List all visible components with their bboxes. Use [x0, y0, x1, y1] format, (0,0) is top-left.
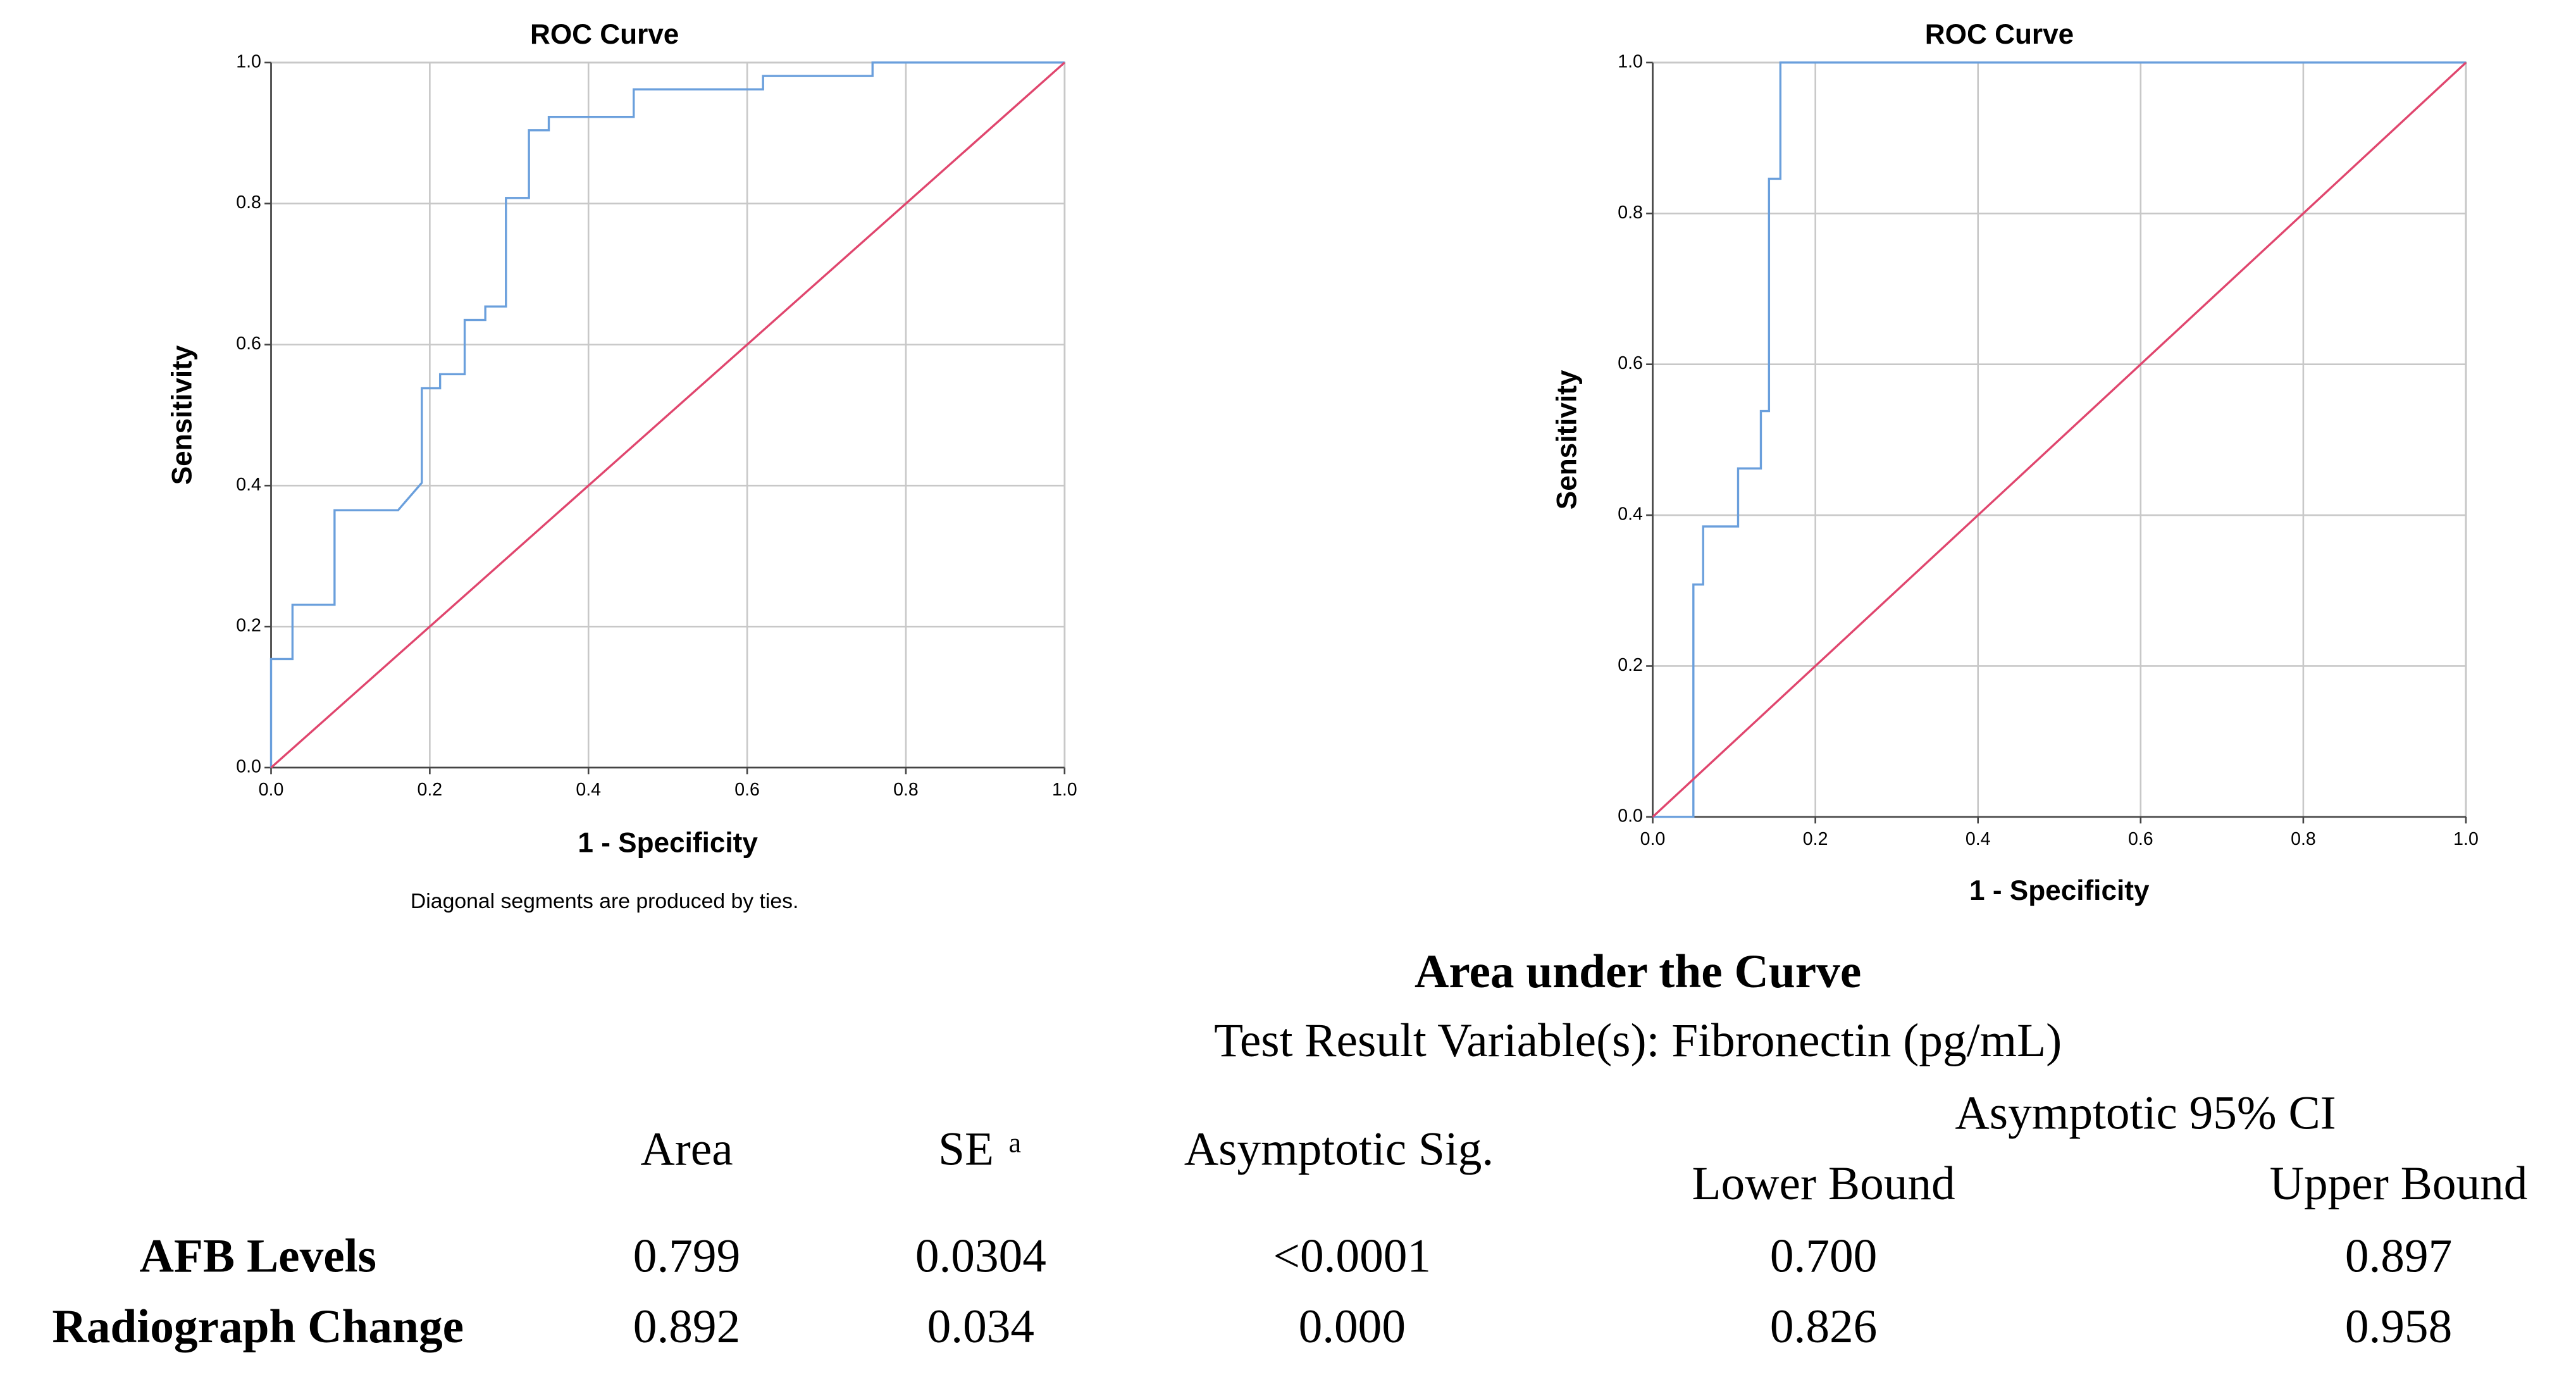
- y-tick-label: 0.8: [1618, 203, 1643, 223]
- x-tick-label: 1.0: [1052, 780, 1077, 800]
- table-cell: <0.0001: [1273, 1230, 1432, 1282]
- y-axis-label: Sensitivity: [1552, 370, 1583, 509]
- table-title: Area under the Curve: [1415, 945, 1861, 998]
- y-tick-label: 0.4: [1618, 504, 1643, 525]
- x-tick-label: 0.2: [1803, 829, 1828, 849]
- x-axis-label: 1 - Specificity: [578, 828, 758, 859]
- column-header: Lower Bound: [1692, 1157, 1955, 1210]
- y-axis-label: Sensitivity: [167, 345, 198, 485]
- roc-line: [269, 61, 1065, 768]
- auc-table: Area under the Curve Test Result Variabl…: [52, 945, 2527, 1353]
- row-label: Radiograph Change: [52, 1300, 464, 1353]
- table-cell: 0.799: [633, 1230, 740, 1282]
- x-tick-label: 0.8: [893, 780, 919, 800]
- x-tick-label: 1.0: [2453, 829, 2479, 849]
- roc-chart: 0.0 0.2 0.4 0.6 0.8 1.0 0.0 0.2 0.4 0.6 0.8 1.0 ROC …: [1552, 19, 2479, 906]
- y-tick-label: 0.0: [1618, 806, 1643, 826]
- annotation: Diagonal segments are produced by ties.: [411, 889, 798, 913]
- x-tick-label: 0.6: [734, 780, 760, 800]
- group-header: Asymptotic 95% CI: [1955, 1087, 2336, 1139]
- table-cell: 0.0304: [915, 1230, 1046, 1282]
- y-tick-label: 0.6: [1618, 353, 1643, 373]
- column-header: Upper Bound: [2270, 1157, 2528, 1210]
- y-tick-label: 0.4: [236, 475, 261, 495]
- column-header: Area: [640, 1123, 733, 1176]
- roc-line: [270, 61, 1065, 769]
- x-tick-label: 0.6: [2128, 829, 2153, 849]
- roc-line: [1652, 61, 2467, 818]
- x-axis-label: 1 - Specificity: [1969, 875, 2150, 906]
- x-tick-label: 0.2: [418, 780, 443, 800]
- y-tick-label: 0.2: [236, 616, 261, 636]
- y-tick-label: 0.2: [1618, 655, 1643, 675]
- x-tick-label: 0.0: [1640, 829, 1666, 849]
- x-tick-label: 0.0: [259, 780, 284, 800]
- column-header: SE: [938, 1123, 994, 1176]
- table-cell: 0.826: [1770, 1300, 1877, 1353]
- table-cell: 0.892: [633, 1300, 740, 1353]
- y-tick-label: 0.6: [236, 334, 261, 354]
- chart-title: ROC Curve: [530, 19, 679, 50]
- y-tick-label: 0.8: [236, 192, 261, 213]
- y-tick-label: 1.0: [236, 51, 261, 72]
- table-cell: 0.000: [1299, 1300, 1406, 1353]
- x-tick-label: 0.8: [2291, 829, 2316, 849]
- table-cell: 0.700: [1770, 1230, 1877, 1282]
- y-tick-label: 1.0: [1618, 51, 1643, 72]
- table-subtitle: Test Result Variable(s): Fibronectin (pg…: [1214, 1014, 2062, 1067]
- table-cell: 0.034: [927, 1300, 1034, 1353]
- footnote-mark: a: [1009, 1127, 1022, 1158]
- column-header: Asymptotic Sig.: [1184, 1123, 1494, 1176]
- roc-chart: 0.0 0.2 0.4 0.6 0.8 1.0 0.0 0.2 0.4 0.6 0.8 1.0 ROC …: [167, 19, 1077, 913]
- row-label: AFB Levels: [140, 1230, 376, 1282]
- table-cell: 0.958: [2345, 1300, 2452, 1353]
- table-cell: 0.897: [2345, 1230, 2452, 1282]
- y-tick-label: 0.0: [236, 757, 261, 777]
- x-tick-label: 0.4: [1966, 829, 1991, 849]
- roc-line: [1652, 61, 2467, 818]
- x-tick-label: 0.4: [576, 780, 601, 800]
- chart-title: ROC Curve: [1925, 19, 2074, 50]
